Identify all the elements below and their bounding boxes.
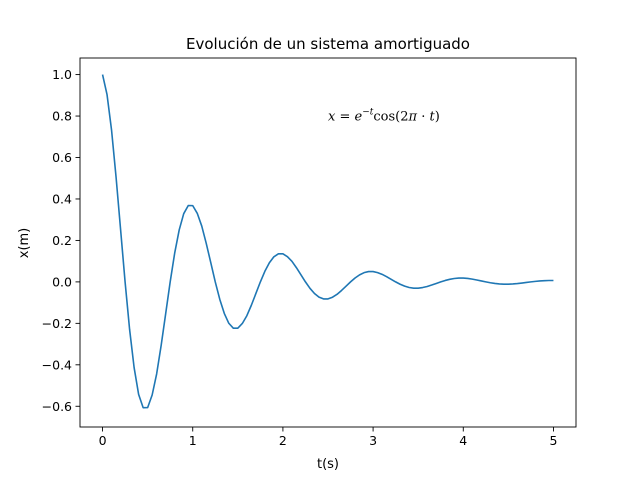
- y-tick-label: 0.6: [52, 150, 72, 165]
- y-tick-label: 0.4: [52, 191, 72, 206]
- y-tick-label: 1.0: [52, 67, 72, 82]
- y-tick-label: −0.4: [42, 357, 72, 372]
- series-line-0: [101, 74, 554, 409]
- x-tick-label: 0: [99, 433, 107, 448]
- y-tick-label: −0.6: [42, 399, 72, 414]
- x-tick-label: 2: [279, 433, 287, 448]
- y-tick-label: 0.8: [52, 109, 72, 124]
- x-axis-label: t(s): [317, 457, 339, 472]
- y-tick-label: 0.0: [52, 274, 72, 289]
- chart-title: Evolución de un sistema amortiguado: [186, 35, 470, 53]
- x-tick-label: 3: [369, 433, 377, 448]
- y-axis-label: x(m): [17, 228, 32, 259]
- y-tick-label: −0.2: [42, 316, 72, 331]
- axes-frame: [79, 57, 577, 428]
- x-tick-label: 1: [189, 433, 197, 448]
- y-tick-label: 0.2: [52, 233, 72, 248]
- x-tick-label: 4: [459, 433, 467, 448]
- plot-area: 0 1 2 3 4 5 −0.6 −0.4 −0.2 0.0 0.2 0.4 0.6 0.8 1.0 x = …: [42, 57, 577, 448]
- formula-annotation: x = e−tcos(2π · t): [328, 108, 440, 125]
- x-tick-label: 5: [549, 433, 557, 448]
